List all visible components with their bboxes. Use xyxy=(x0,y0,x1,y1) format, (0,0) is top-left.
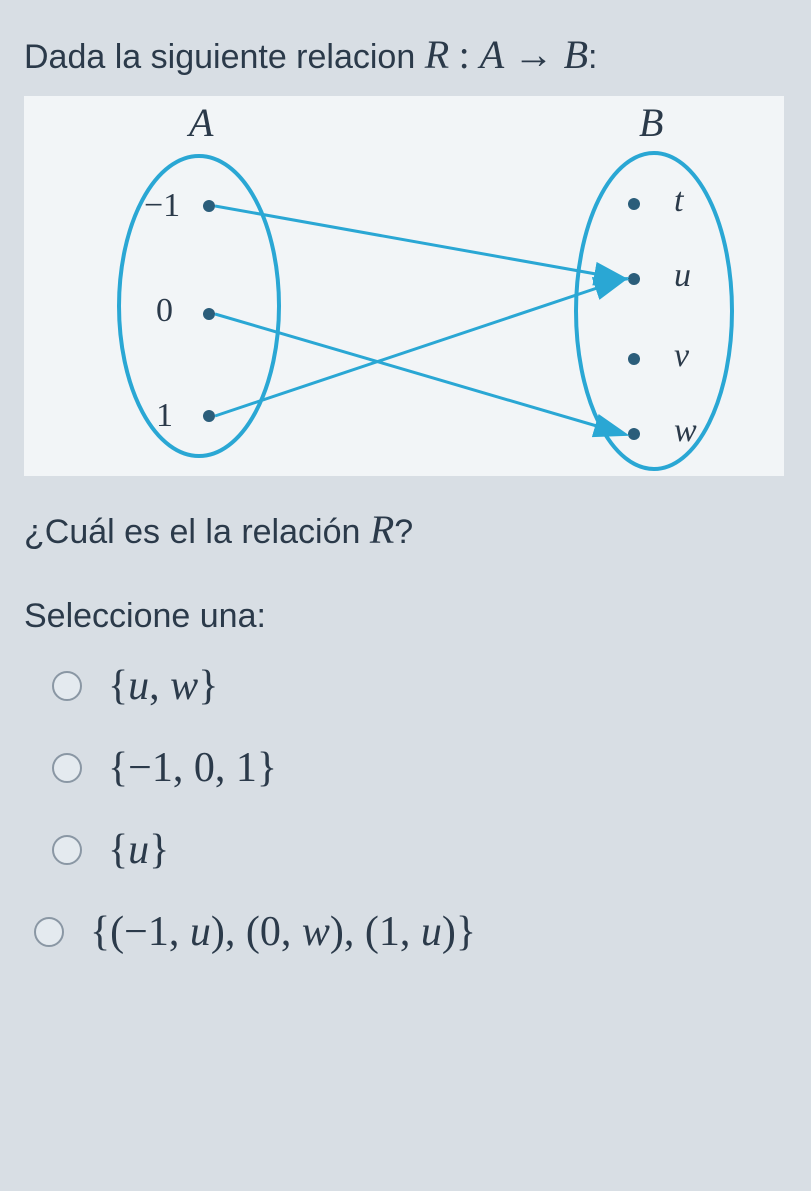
question-math-B: B xyxy=(564,32,588,77)
radio-icon[interactable] xyxy=(52,753,82,783)
option-c-text: {u} xyxy=(108,826,169,874)
option-b[interactable]: {−1, 0, 1} xyxy=(52,744,787,792)
svg-text:B: B xyxy=(639,100,663,145)
question-prefix: Dada la siguiente relacion xyxy=(24,38,425,76)
question-math-R: R xyxy=(425,32,449,77)
question-text: Dada la siguiente relacion R : A → B: xyxy=(24,28,787,82)
options-list: {u, w} {−1, 0, 1} {u} {(−1, u), (0, w), … xyxy=(24,662,787,956)
question-colon: : xyxy=(459,32,480,77)
svg-text:1: 1 xyxy=(156,397,173,434)
svg-text:−1: −1 xyxy=(144,187,180,224)
question-suffix: : xyxy=(588,38,597,76)
option-b-text: {−1, 0, 1} xyxy=(108,744,277,792)
subq-prefix: ¿Cuál es el la relación xyxy=(24,513,370,551)
question-math-A: A xyxy=(480,32,504,77)
radio-icon[interactable] xyxy=(52,671,82,701)
select-one-label: Seleccione una: xyxy=(24,597,787,636)
svg-text:u: u xyxy=(674,257,691,294)
radio-icon[interactable] xyxy=(52,835,82,865)
subq-math-R: R xyxy=(370,507,394,552)
radio-icon[interactable] xyxy=(34,917,64,947)
svg-text:v: v xyxy=(674,337,690,374)
option-a-text: {u, w} xyxy=(108,662,218,710)
subq-suffix: ? xyxy=(394,513,413,551)
sub-question: ¿Cuál es el la relación R? xyxy=(24,506,787,553)
option-d-text: {(−1, u), (0, w), (1, u)} xyxy=(90,908,476,956)
option-c[interactable]: {u} xyxy=(52,826,787,874)
svg-text:A: A xyxy=(186,100,214,145)
svg-text:t: t xyxy=(674,182,685,219)
question-arrow: → xyxy=(514,32,564,77)
relation-diagram: A B −1 0 1 t u v w xyxy=(24,96,784,476)
svg-text:w: w xyxy=(674,412,697,449)
option-a[interactable]: {u, w} xyxy=(52,662,787,710)
svg-text:0: 0 xyxy=(156,292,173,329)
option-d[interactable]: {(−1, u), (0, w), (1, u)} xyxy=(34,908,787,956)
